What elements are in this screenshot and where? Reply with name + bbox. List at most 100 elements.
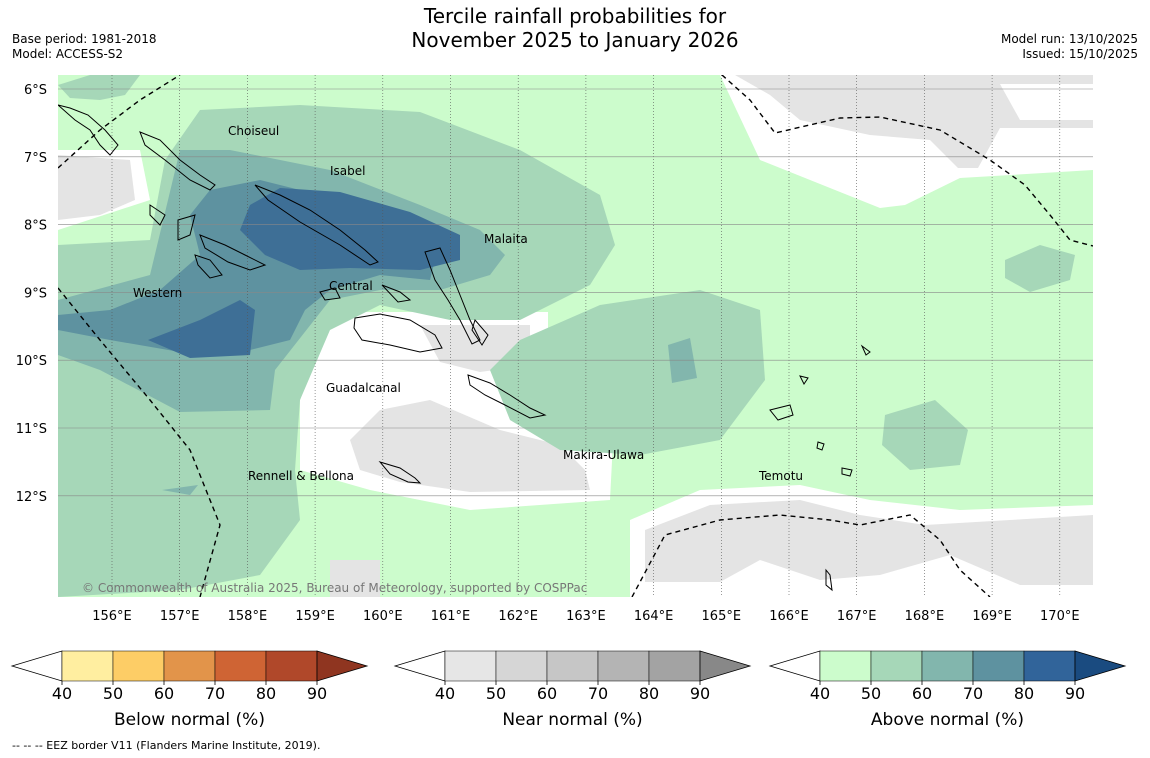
legend-swatch xyxy=(214,650,267,682)
eez-border-ne xyxy=(721,75,1093,247)
rendova-coast xyxy=(194,254,223,279)
legend-max-arrow xyxy=(316,650,369,682)
legend-swatch xyxy=(546,650,599,682)
legend-colorbar: 40 50 60 70 80 90 Below normal (%) xyxy=(10,650,369,730)
white-gap-ne xyxy=(1000,84,1093,120)
legend-tick-label: 40 xyxy=(810,684,830,703)
near-normal-region-s xyxy=(330,560,380,597)
latitude-tick-label: 7°S xyxy=(24,151,47,166)
eez-border-se xyxy=(631,514,991,597)
near-normal-region-ne xyxy=(735,75,1093,168)
rennell-coast xyxy=(378,461,422,484)
place-label: Western xyxy=(133,286,182,300)
malaita-coast xyxy=(424,247,481,345)
legend-tick-label: 50 xyxy=(861,684,881,703)
longitude-tick-label: 166°E xyxy=(769,609,809,624)
base-period: Base period: 1981-2018 xyxy=(12,32,157,46)
above-normal-50-nw xyxy=(58,75,140,100)
isabel-coast xyxy=(254,184,379,266)
legend-tick-label: 60 xyxy=(154,684,174,703)
legend-group: 40 50 60 70 80 90 Below normal (%) 40 50 60 70 80 90… xyxy=(10,650,1127,730)
legend-tick-label: 40 xyxy=(435,684,455,703)
near-normal-region-se xyxy=(645,500,1093,585)
latitude-tick-label: 10°S xyxy=(16,354,47,369)
longitude-tick-label: 158°E xyxy=(228,609,268,624)
legend-tick-label: 80 xyxy=(1014,684,1034,703)
legend-tick-label: 50 xyxy=(103,684,123,703)
central-islands-coast xyxy=(381,284,412,303)
legend-tick-label: 70 xyxy=(588,684,608,703)
legend-max-arrow xyxy=(1074,650,1127,682)
latitude-tick-label: 8°S xyxy=(24,219,47,234)
legend-swatch xyxy=(495,650,548,682)
duff-coast xyxy=(799,375,809,385)
eez-footnote: -- -- -- EEZ border V11 (Flanders Marine… xyxy=(12,739,321,752)
legend-swatch xyxy=(61,650,114,682)
place-label: Isabel xyxy=(330,164,365,178)
longitude-tick-label: 167°E xyxy=(837,609,877,624)
near-normal-region-makira xyxy=(350,400,590,492)
place-labels: Choiseul Isabel Malaita Western Central Guada… xyxy=(133,124,803,483)
legend-min-arrow xyxy=(10,650,63,682)
new-georgia-coast xyxy=(199,234,267,271)
legend-max-arrow xyxy=(699,650,752,682)
longitude-tick-label: 169°E xyxy=(972,609,1012,624)
legend-tick-label: 90 xyxy=(307,684,327,703)
legend-tick-label: 60 xyxy=(537,684,557,703)
legend-colorbar: 40 50 60 70 80 90 Above normal (%) xyxy=(768,650,1127,730)
meta-left: Base period: 1981-2018 Model: ACCESS-S2 xyxy=(12,32,157,62)
near-normal-region-w xyxy=(58,155,135,220)
model-run: Model run: 13/10/2025 xyxy=(1000,32,1138,46)
legend-title: Near normal (%) xyxy=(502,710,642,730)
place-label: Choiseul xyxy=(228,124,279,138)
longitude-tick-label: 159°E xyxy=(295,609,335,624)
legend-tick-label: 70 xyxy=(205,684,225,703)
eez-border-nw xyxy=(58,75,181,169)
title-line-1: Tercile rainfall probabilities for xyxy=(423,4,727,28)
above-normal-80-north xyxy=(240,188,460,270)
longitude-tick-label: 170°E xyxy=(1040,609,1080,624)
legend-tick-label: 90 xyxy=(690,684,710,703)
longitude-tick-label: 162°E xyxy=(498,609,538,624)
reef-islands-coast xyxy=(860,344,871,356)
latitude-tick-label: 11°S xyxy=(16,422,47,437)
longitude-tick-label: 160°E xyxy=(363,609,403,624)
santa-cruz-coast xyxy=(769,404,794,421)
eez-borders xyxy=(58,75,1093,597)
longitude-tick-label: 157°E xyxy=(160,609,200,624)
legend-swatch xyxy=(870,650,923,682)
choiseul-coast xyxy=(139,131,216,191)
place-label: Rennell & Bellona xyxy=(248,469,354,483)
longitude-tick-label: 168°E xyxy=(905,609,945,624)
makira-coast xyxy=(467,374,547,419)
meta-right: Model run: 13/10/2025 Issued: 15/10/2025 xyxy=(1001,32,1138,62)
legend-tick-label: 70 xyxy=(963,684,983,703)
legend-title: Above normal (%) xyxy=(871,710,1024,730)
map-title: Tercile rainfall probabilities for Novem… xyxy=(0,4,1150,52)
legend-tick-label: 80 xyxy=(639,684,659,703)
legend-min-arrow xyxy=(393,650,446,682)
latitude-tick-label: 12°S xyxy=(16,490,47,505)
above-normal-50-temotu xyxy=(882,400,968,470)
title-line-2: November 2025 to January 2026 xyxy=(411,28,739,52)
longitude-tick-label: 161°E xyxy=(431,609,471,624)
rainfall-map: Choiseul Isabel Malaita Western Central Guada… xyxy=(10,75,1127,730)
legend-swatch xyxy=(112,650,165,682)
place-label: Makira-Ulawa xyxy=(563,448,644,462)
legend-min-arrow xyxy=(768,650,821,682)
latitude-tick-label: 6°S xyxy=(24,83,47,98)
longitude-tick-label: 165°E xyxy=(702,609,742,624)
legend-tick-label: 40 xyxy=(52,684,72,703)
place-label: Central xyxy=(329,279,373,293)
probability-field xyxy=(58,75,1093,597)
legend-swatch xyxy=(444,650,497,682)
banks-coast xyxy=(825,568,833,592)
guadalcanal-coast xyxy=(353,313,443,353)
place-label: Temotu xyxy=(758,469,803,483)
legend-tick-label: 80 xyxy=(256,684,276,703)
legend-swatch xyxy=(819,650,872,682)
issued-date: Issued: 15/10/2025 xyxy=(1022,47,1138,61)
longitude-tick-label: 164°E xyxy=(634,609,674,624)
place-label: Guadalcanal xyxy=(326,381,401,395)
copyright-text: © Commonwealth of Australia 2025, Bureau… xyxy=(82,581,587,595)
